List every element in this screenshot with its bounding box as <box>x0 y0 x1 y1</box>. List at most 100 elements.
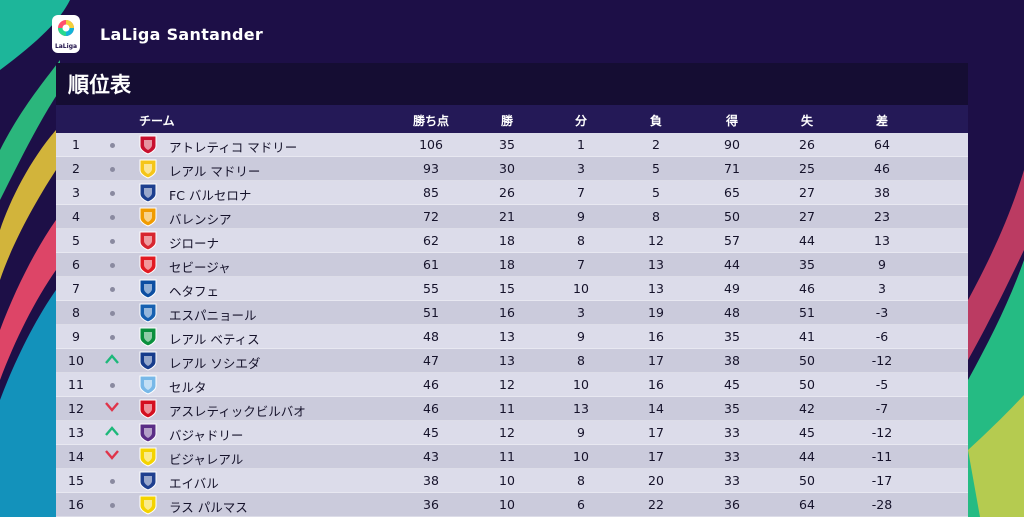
column-header-row: チーム 勝ち点 勝 分 負 得 失 差 <box>56 105 968 133</box>
goal-diff-cell: -7 <box>875 401 889 416</box>
trend-same-icon <box>101 304 123 319</box>
points-cell: 72 <box>423 209 439 224</box>
table-row[interactable]: 3 FC バルセロナ 85 26 7 5 65 27 38 <box>56 181 968 205</box>
team-name-cell: FC バルセロナ <box>169 188 252 203</box>
table-row[interactable]: 14 ビジャレアル 43 11 10 17 33 44 -11 <box>56 445 968 469</box>
table-row[interactable]: 2 レアル マドリー 93 30 3 5 71 25 46 <box>56 157 968 181</box>
team-name-cell: レアル ソシエダ <box>169 356 261 371</box>
table-row[interactable]: 4 バレンシア 72 21 9 8 50 27 23 <box>56 205 968 229</box>
goals-for-cell: 90 <box>724 137 740 152</box>
position-cell: 16 <box>68 497 84 512</box>
goals-for-cell: 57 <box>724 233 740 248</box>
won-cell: 35 <box>499 137 515 152</box>
position-cell: 4 <box>72 209 80 224</box>
standings-panel: 順位表 チーム 勝ち点 勝 分 負 得 失 差 1 アトレティコ マドリー 106 3… <box>56 63 968 517</box>
goals-for-cell: 49 <box>724 281 740 296</box>
trend-same-icon <box>101 256 123 271</box>
laliga-logo-text: LaLiga <box>54 43 78 50</box>
goals-against-cell: 44 <box>799 449 815 464</box>
table-row[interactable]: 10 レアル ソシエダ 47 13 8 17 38 50 -12 <box>56 349 968 373</box>
column-header-lost[interactable]: 負 <box>649 114 662 128</box>
position-cell: 11 <box>68 377 84 392</box>
points-cell: 61 <box>423 257 439 272</box>
table-row[interactable]: 9 レアル ベティス 48 13 9 16 35 41 -6 <box>56 325 968 349</box>
goal-diff-cell: -3 <box>875 305 889 320</box>
position-cell: 6 <box>72 257 80 272</box>
drawn-cell: 9 <box>577 329 585 344</box>
goal-diff-cell: 9 <box>878 257 886 272</box>
team-name-cell: レアル ベティス <box>169 332 260 347</box>
goals-for-cell: 65 <box>724 185 740 200</box>
won-cell: 16 <box>499 305 515 320</box>
points-cell: 38 <box>423 473 439 488</box>
table-row[interactable]: 8 エスパニョール 51 16 3 19 48 51 -3 <box>56 301 968 325</box>
goals-against-cell: 26 <box>799 137 815 152</box>
table-row[interactable]: 11 セルタ 46 12 10 16 45 50 -5 <box>56 373 968 397</box>
goals-against-cell: 50 <box>799 377 815 392</box>
column-header-goals-against[interactable]: 失 <box>800 114 813 128</box>
trend-down-icon <box>101 448 123 465</box>
table-row[interactable]: 16 ラス パルマス 36 10 6 22 36 64 -28 <box>56 493 968 517</box>
goal-diff-cell: -5 <box>875 377 889 392</box>
team-name-cell: ジローナ <box>169 236 220 251</box>
goals-for-cell: 33 <box>724 473 740 488</box>
team-name-cell: ビジャレアル <box>169 452 244 467</box>
column-header-team[interactable]: チーム <box>139 114 175 128</box>
won-cell: 18 <box>499 257 515 272</box>
goal-diff-cell: 13 <box>874 233 890 248</box>
column-header-goal-diff[interactable]: 差 <box>875 114 888 128</box>
points-cell: 43 <box>423 449 439 464</box>
position-cell: 15 <box>68 473 84 488</box>
column-header-drawn[interactable]: 分 <box>574 114 587 128</box>
points-cell: 47 <box>423 353 439 368</box>
trend-same-icon <box>101 136 123 151</box>
trend-up-icon <box>101 352 123 369</box>
goals-for-cell: 45 <box>724 377 740 392</box>
drawn-cell: 8 <box>577 233 585 248</box>
table-row[interactable]: 13 バジャドリー 45 12 9 17 33 45 -12 <box>56 421 968 445</box>
table-row[interactable]: 7 ヘタフェ 55 15 10 13 49 46 3 <box>56 277 968 301</box>
lost-cell: 13 <box>648 257 664 272</box>
team-name-cell: エスパニョール <box>169 308 257 323</box>
sevilla-crest-icon <box>139 255 157 278</box>
drawn-cell: 10 <box>573 281 589 296</box>
table-row[interactable]: 1 アトレティコ マドリー 106 35 1 2 90 26 64 <box>56 133 968 157</box>
goal-diff-cell: 46 <box>874 161 890 176</box>
column-header-won[interactable]: 勝 <box>500 114 513 128</box>
trend-same-icon <box>101 208 123 223</box>
las-palmas-crest-icon <box>139 495 157 517</box>
position-cell: 7 <box>72 281 80 296</box>
lost-cell: 14 <box>648 401 664 416</box>
trend-up-icon <box>101 424 123 441</box>
table-row[interactable]: 6 セビージャ 61 18 7 13 44 35 9 <box>56 253 968 277</box>
goals-for-cell: 48 <box>724 305 740 320</box>
goals-against-cell: 35 <box>799 257 815 272</box>
goals-against-cell: 44 <box>799 233 815 248</box>
table-row[interactable]: 12 アスレティックビルバオ 46 11 13 14 35 42 -7 <box>56 397 968 421</box>
won-cell: 12 <box>499 425 515 440</box>
drawn-cell: 3 <box>577 305 585 320</box>
position-cell: 1 <box>72 137 80 152</box>
lost-cell: 13 <box>648 281 664 296</box>
won-cell: 13 <box>499 329 515 344</box>
team-name-cell: ヘタフェ <box>169 284 220 299</box>
column-header-points[interactable]: 勝ち点 <box>412 114 449 128</box>
position-cell: 9 <box>72 329 80 344</box>
getafe-crest-icon <box>139 279 157 302</box>
column-header-goals-for[interactable]: 得 <box>725 114 738 128</box>
goal-diff-cell: -28 <box>871 497 893 512</box>
points-cell: 48 <box>423 329 439 344</box>
lost-cell: 17 <box>648 425 664 440</box>
real-madrid-crest-icon <box>139 159 157 182</box>
atletico-crest-icon <box>139 135 157 158</box>
trend-down-icon <box>101 400 123 417</box>
table-row[interactable]: 15 エイバル 38 10 8 20 33 50 -17 <box>56 469 968 493</box>
table-row[interactable]: 5 ジローナ 62 18 8 12 57 44 13 <box>56 229 968 253</box>
goals-for-cell: 35 <box>724 401 740 416</box>
won-cell: 10 <box>499 473 515 488</box>
goals-for-cell: 36 <box>724 497 740 512</box>
won-cell: 12 <box>499 377 515 392</box>
points-cell: 46 <box>423 401 439 416</box>
points-cell: 106 <box>419 137 443 152</box>
